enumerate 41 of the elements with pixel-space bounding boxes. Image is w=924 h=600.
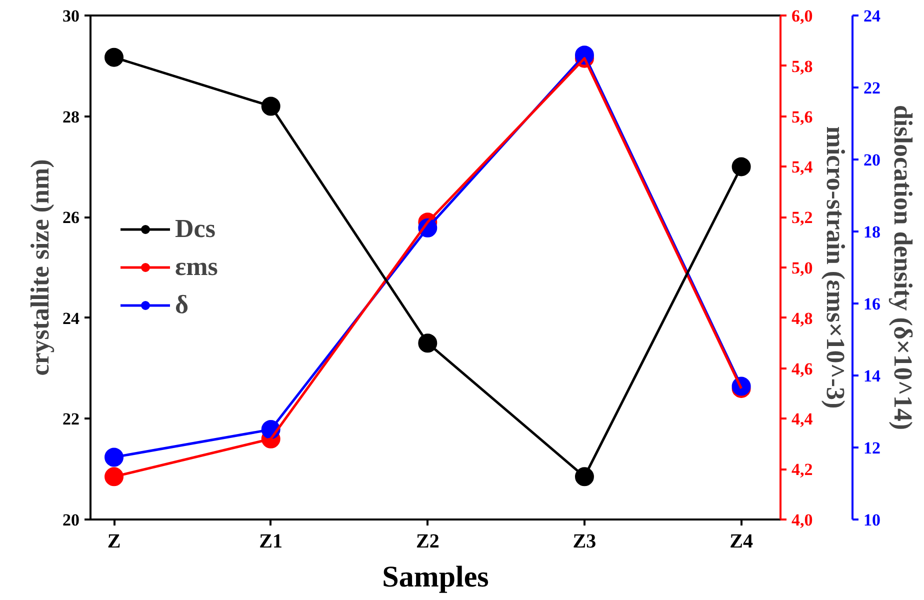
y-axis-title: crystallite size (nm) bbox=[26, 159, 54, 376]
y3-tick-label: 12 bbox=[864, 438, 880, 458]
point bbox=[732, 157, 751, 176]
legend-label: δ bbox=[175, 290, 190, 320]
y-tick-label: 24 bbox=[62, 308, 80, 328]
y-tick-label: 30 bbox=[62, 6, 80, 26]
y2-tick-label: 6,0 bbox=[792, 6, 813, 26]
y2-tick-label: 4,0 bbox=[792, 510, 813, 530]
y2-axis-title: micro-strain (εms×10^-3) bbox=[820, 126, 850, 409]
y3-tick-label: 20 bbox=[864, 150, 880, 170]
x-tick-label: Z2 bbox=[416, 530, 440, 552]
y2-tick-label: 4,4 bbox=[792, 410, 814, 429]
point bbox=[104, 467, 124, 486]
x-tick-label: Z3 bbox=[572, 530, 596, 552]
y-tick-label: 28 bbox=[62, 107, 80, 126]
y2-tick-label: 5,2 bbox=[792, 208, 813, 228]
y-tick-label: 26 bbox=[62, 208, 80, 228]
y-tick-label: 20 bbox=[62, 510, 80, 530]
x-axis-title: Samples bbox=[382, 560, 489, 594]
y3-axis-title: dislocation density (δ×10^14) bbox=[888, 104, 918, 430]
point bbox=[104, 448, 124, 467]
y3-tick-label: 18 bbox=[864, 222, 880, 242]
legend-label: Dcs bbox=[175, 214, 216, 244]
y2-tick-label: 5,6 bbox=[792, 107, 813, 126]
y2-tick-label: 4,2 bbox=[792, 460, 813, 480]
y2-tick-label: 5,0 bbox=[792, 258, 813, 278]
x-tick-label: Z bbox=[107, 530, 121, 552]
y2-tick-label: 4,6 bbox=[792, 359, 813, 378]
x-tick-label: Z4 bbox=[730, 530, 753, 552]
point bbox=[104, 48, 124, 67]
y3-tick-label: 10 bbox=[864, 510, 880, 530]
y3-tick-label: 16 bbox=[864, 294, 880, 314]
y-tick-label: 22 bbox=[62, 410, 80, 429]
y2-tick-label: 5,4 bbox=[792, 158, 814, 177]
y2-tick-label: 5,8 bbox=[792, 56, 813, 76]
y3-tick-label: 14 bbox=[864, 366, 881, 386]
legend-label: εms bbox=[175, 252, 218, 282]
x-tick-label: Z1 bbox=[259, 530, 283, 552]
y2-tick-label: 4,8 bbox=[792, 308, 813, 328]
y3-tick-label: 22 bbox=[864, 78, 880, 98]
y3-tick-label: 24 bbox=[864, 6, 881, 26]
